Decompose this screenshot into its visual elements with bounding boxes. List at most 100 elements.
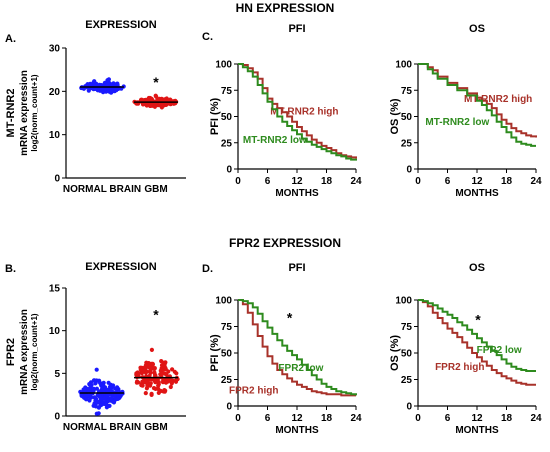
chart-4: OS 0 25 50 75 100 0 6 12 18 24 MONTHS OS (%) MT-RNR2 … xyxy=(389,23,542,199)
chart-2: B. EXPRESSION 0 5 10 15 FPR2 mRNA expression log… xyxy=(5,261,186,433)
x-tick-label: 12 xyxy=(291,413,303,424)
x-tick-label: 18 xyxy=(501,413,513,424)
x-tick-label: 0 xyxy=(415,176,421,187)
survival-curve xyxy=(418,299,536,372)
y-tick-label: 100 xyxy=(395,296,412,307)
data-point xyxy=(153,93,158,98)
y-tick-label: 75 xyxy=(221,322,233,333)
x-axis-label: MONTHS xyxy=(275,188,319,199)
y-tick-label: 10 xyxy=(49,130,61,141)
y-tick-label: 0 xyxy=(406,402,412,413)
data-point xyxy=(138,365,143,370)
x-tick-label: 18 xyxy=(501,176,513,187)
data-point xyxy=(152,378,157,383)
chart-title: OS xyxy=(469,262,485,274)
data-point xyxy=(93,404,98,409)
data-point xyxy=(91,80,96,85)
data-point xyxy=(140,379,145,384)
y-tick-label: 30 xyxy=(49,44,61,55)
x-axis-label: MONTHS xyxy=(275,425,319,436)
data-point xyxy=(140,98,145,103)
y-axis-label: OS (%) xyxy=(389,98,401,134)
y-tick-label: 15 xyxy=(49,284,61,295)
x-tick-label: 0 xyxy=(235,176,241,187)
data-point xyxy=(162,97,167,102)
y-tick-label: 0 xyxy=(54,412,60,423)
data-point xyxy=(149,347,154,352)
series-label: MT-RNR2 high xyxy=(464,94,532,105)
y-tick-label: 5 xyxy=(54,369,60,380)
x-tick-label: 6 xyxy=(445,176,451,187)
x-tick-label: 12 xyxy=(291,176,303,187)
data-point xyxy=(105,82,110,87)
significance-asterisk: * xyxy=(475,311,481,327)
chart-title: PFI xyxy=(288,23,305,35)
y-axis-label: MT-RNR2 xyxy=(5,89,17,138)
y-tick-label: 100 xyxy=(395,60,412,71)
data-point xyxy=(156,383,161,388)
x-tick-label: 24 xyxy=(350,176,362,187)
x-tick-label: 24 xyxy=(530,176,542,187)
y-axis-label: PFI (%) xyxy=(209,334,221,372)
data-point xyxy=(100,87,105,92)
y-tick-label: 25 xyxy=(401,138,413,149)
y-axis-label: PFI (%) xyxy=(209,98,221,136)
panel-label: D. xyxy=(202,263,213,275)
panel-label: B. xyxy=(5,263,16,275)
data-point xyxy=(162,365,167,370)
data-point xyxy=(162,388,167,393)
data-point xyxy=(109,385,114,390)
survival-curve xyxy=(238,63,357,161)
data-point xyxy=(82,387,87,393)
y-tick-label: 100 xyxy=(215,296,232,307)
survival-curve xyxy=(238,299,356,397)
data-point xyxy=(170,367,175,372)
data-point xyxy=(152,366,157,371)
data-point xyxy=(83,393,88,399)
y-tick-label: 75 xyxy=(221,86,233,97)
data-point xyxy=(85,82,90,87)
data-point xyxy=(101,382,106,387)
y-axis-label: log2(norm_count+1) xyxy=(30,313,39,390)
y-tick-label: 50 xyxy=(221,349,233,360)
x-tick-label: 24 xyxy=(530,413,542,424)
significance-asterisk: * xyxy=(153,307,159,323)
survival-curve xyxy=(418,63,536,147)
x-tick-label: 18 xyxy=(321,413,333,424)
data-point xyxy=(96,411,101,416)
data-point xyxy=(92,395,97,400)
series-label: MT-RNR2 high xyxy=(270,106,338,117)
data-point xyxy=(96,399,101,404)
dot-group xyxy=(134,347,180,397)
data-point xyxy=(156,380,161,385)
data-point xyxy=(156,386,161,392)
chart-title: EXPRESSION xyxy=(85,261,157,273)
data-point xyxy=(100,401,105,406)
x-axis-label: MONTHS xyxy=(455,188,499,199)
x-tick-label: GBM xyxy=(144,184,167,195)
chart-title: OS xyxy=(469,23,485,35)
y-tick-label: 0 xyxy=(54,174,60,185)
fpr2-expression-header: FPR2 EXPRESSION xyxy=(229,236,341,250)
data-point xyxy=(147,373,152,378)
series-label: MT-RNR2 low xyxy=(243,135,307,146)
data-point xyxy=(155,97,160,102)
survival-curve xyxy=(238,299,357,396)
data-point xyxy=(160,371,165,376)
data-point xyxy=(174,371,179,376)
chart-title: PFI xyxy=(288,262,305,274)
data-point xyxy=(115,385,120,390)
series-label: MT-RNR2 low xyxy=(425,117,489,128)
x-tick-label: NORMAL BRAIN xyxy=(63,184,141,195)
panel-label: C. xyxy=(202,31,213,43)
x-tick-label: 12 xyxy=(471,413,483,424)
data-point xyxy=(115,396,120,401)
dot-group xyxy=(79,77,126,95)
data-point xyxy=(148,381,153,386)
data-point xyxy=(149,391,154,396)
y-tick-label: 0 xyxy=(226,402,232,413)
data-point xyxy=(146,95,151,101)
data-point xyxy=(86,88,91,93)
x-tick-label: 12 xyxy=(471,176,483,187)
y-axis-label: log2(norm_count+1) xyxy=(30,74,39,151)
